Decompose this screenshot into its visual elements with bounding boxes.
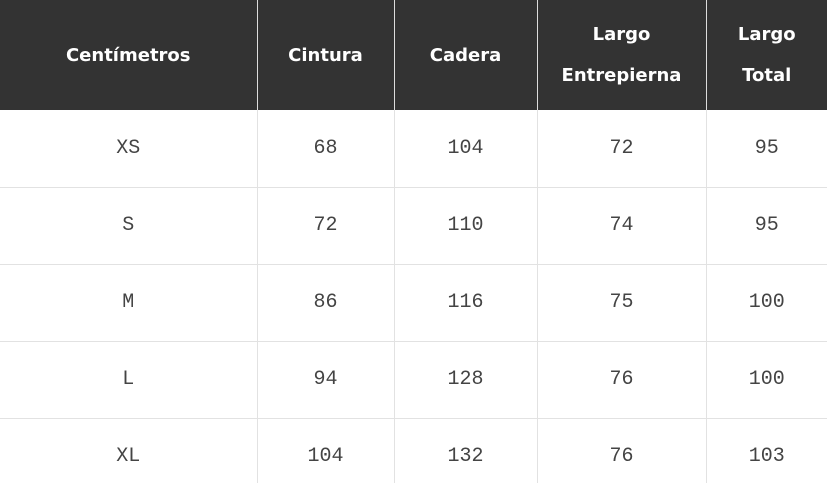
table-row: L 94 128 76 100 bbox=[0, 341, 827, 419]
measure-cell: 72 bbox=[537, 110, 707, 188]
header-cell: Largo Total bbox=[706, 0, 827, 110]
size-cell: L bbox=[0, 341, 258, 419]
table-row: M 86 116 75 100 bbox=[0, 264, 827, 342]
header-cell: Largo Entrepierna bbox=[537, 0, 707, 110]
measure-cell: 68 bbox=[257, 110, 395, 188]
measure-cell: 74 bbox=[537, 187, 707, 265]
measure-cell: 110 bbox=[394, 187, 538, 265]
measure-cell: 132 bbox=[394, 418, 538, 483]
size-cell: S bbox=[0, 187, 258, 265]
measure-cell: 100 bbox=[706, 264, 827, 342]
table-body: XS 68 104 72 95 S 72 110 74 95 M 86 116 75 100 L 94 128 76… bbox=[0, 110, 827, 483]
header-cell: Cintura bbox=[257, 0, 395, 110]
header-row: Centímetros Cintura Cadera Largo Entrepiern… bbox=[0, 0, 827, 110]
measure-cell: 72 bbox=[257, 187, 395, 265]
table-row: XS 68 104 72 95 bbox=[0, 110, 827, 188]
table-header: Centímetros Cintura Cadera Largo Entrepiern… bbox=[0, 0, 827, 110]
measure-cell: 76 bbox=[537, 341, 707, 419]
measure-cell: 86 bbox=[257, 264, 395, 342]
table-row: S 72 110 74 95 bbox=[0, 187, 827, 265]
measure-cell: 95 bbox=[706, 110, 827, 188]
size-cell: XS bbox=[0, 110, 258, 188]
size-cell: M bbox=[0, 264, 258, 342]
table-row: XL 104 132 76 103 bbox=[0, 418, 827, 483]
measure-cell: 94 bbox=[257, 341, 395, 419]
measure-cell: 95 bbox=[706, 187, 827, 265]
header-cell: Centímetros bbox=[0, 0, 258, 110]
measure-cell: 75 bbox=[537, 264, 707, 342]
measure-cell: 76 bbox=[537, 418, 707, 483]
measure-cell: 100 bbox=[706, 341, 827, 419]
measure-cell: 116 bbox=[394, 264, 538, 342]
measure-cell: 104 bbox=[394, 110, 538, 188]
header-cell: Cadera bbox=[394, 0, 538, 110]
measure-cell: 103 bbox=[706, 418, 827, 483]
measure-cell: 104 bbox=[257, 418, 395, 483]
measure-cell: 128 bbox=[394, 341, 538, 419]
size-cell: XL bbox=[0, 418, 258, 483]
